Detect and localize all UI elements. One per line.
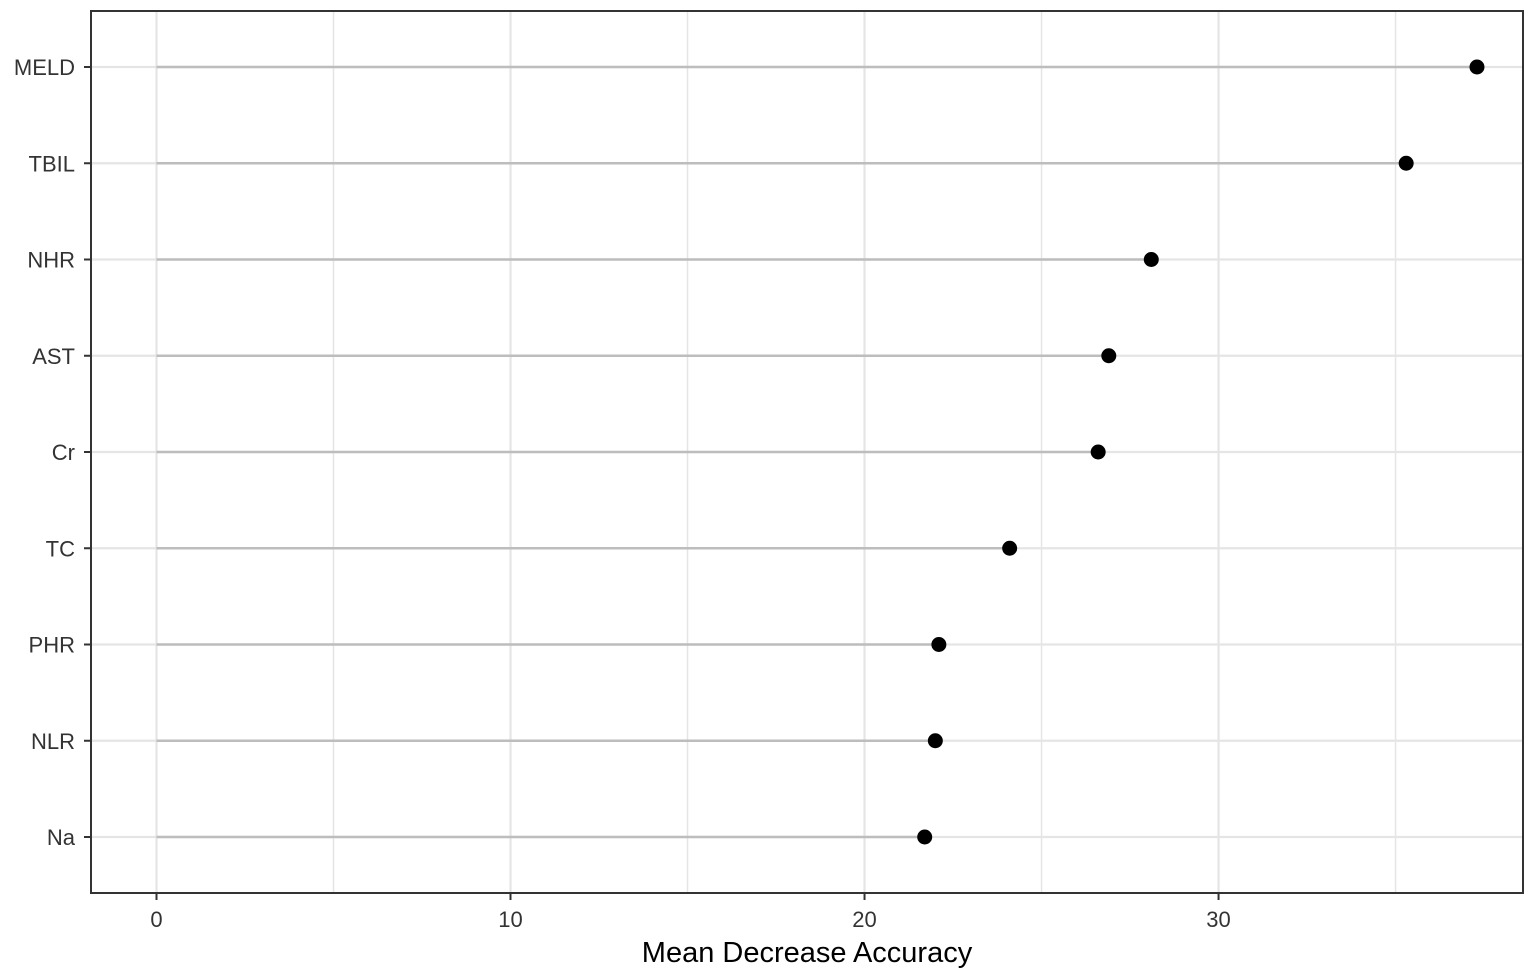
y-tick-label: Cr [52, 440, 75, 465]
x-tick-label: 0 [150, 907, 162, 932]
x-tick-label: 30 [1206, 907, 1230, 932]
y-tick-label: AST [32, 344, 75, 369]
point-phr [931, 637, 947, 652]
y-tick-label: TBIL [29, 151, 75, 176]
x-tick-label: 20 [852, 907, 876, 932]
point-na [917, 829, 933, 845]
point-nhr [1143, 252, 1159, 267]
y-tick-label: MELD [14, 55, 75, 80]
point-tbil [1398, 155, 1414, 171]
y-tick-label: NLR [31, 729, 75, 754]
point-layer [917, 59, 1485, 845]
point-cr [1090, 444, 1106, 460]
point-meld [1469, 59, 1485, 75]
x-axis: 0 10 20 30 [150, 893, 1231, 932]
y-tick-label: Na [47, 825, 76, 850]
segment-layer [156, 65, 1477, 839]
y-tick-label: NHR [27, 248, 75, 273]
x-tick-label: 10 [498, 907, 522, 932]
y-tick-label: PHR [29, 633, 75, 658]
point-ast [1101, 348, 1117, 364]
y-axis: MELD TBIL NHR AST Cr TC PHR NLR Na [14, 55, 91, 850]
y-tick-label: TC [46, 536, 75, 561]
point-tc [1002, 540, 1018, 556]
point-nlr [927, 733, 943, 749]
x-axis-title: Mean Decrease Accuracy [642, 937, 973, 969]
